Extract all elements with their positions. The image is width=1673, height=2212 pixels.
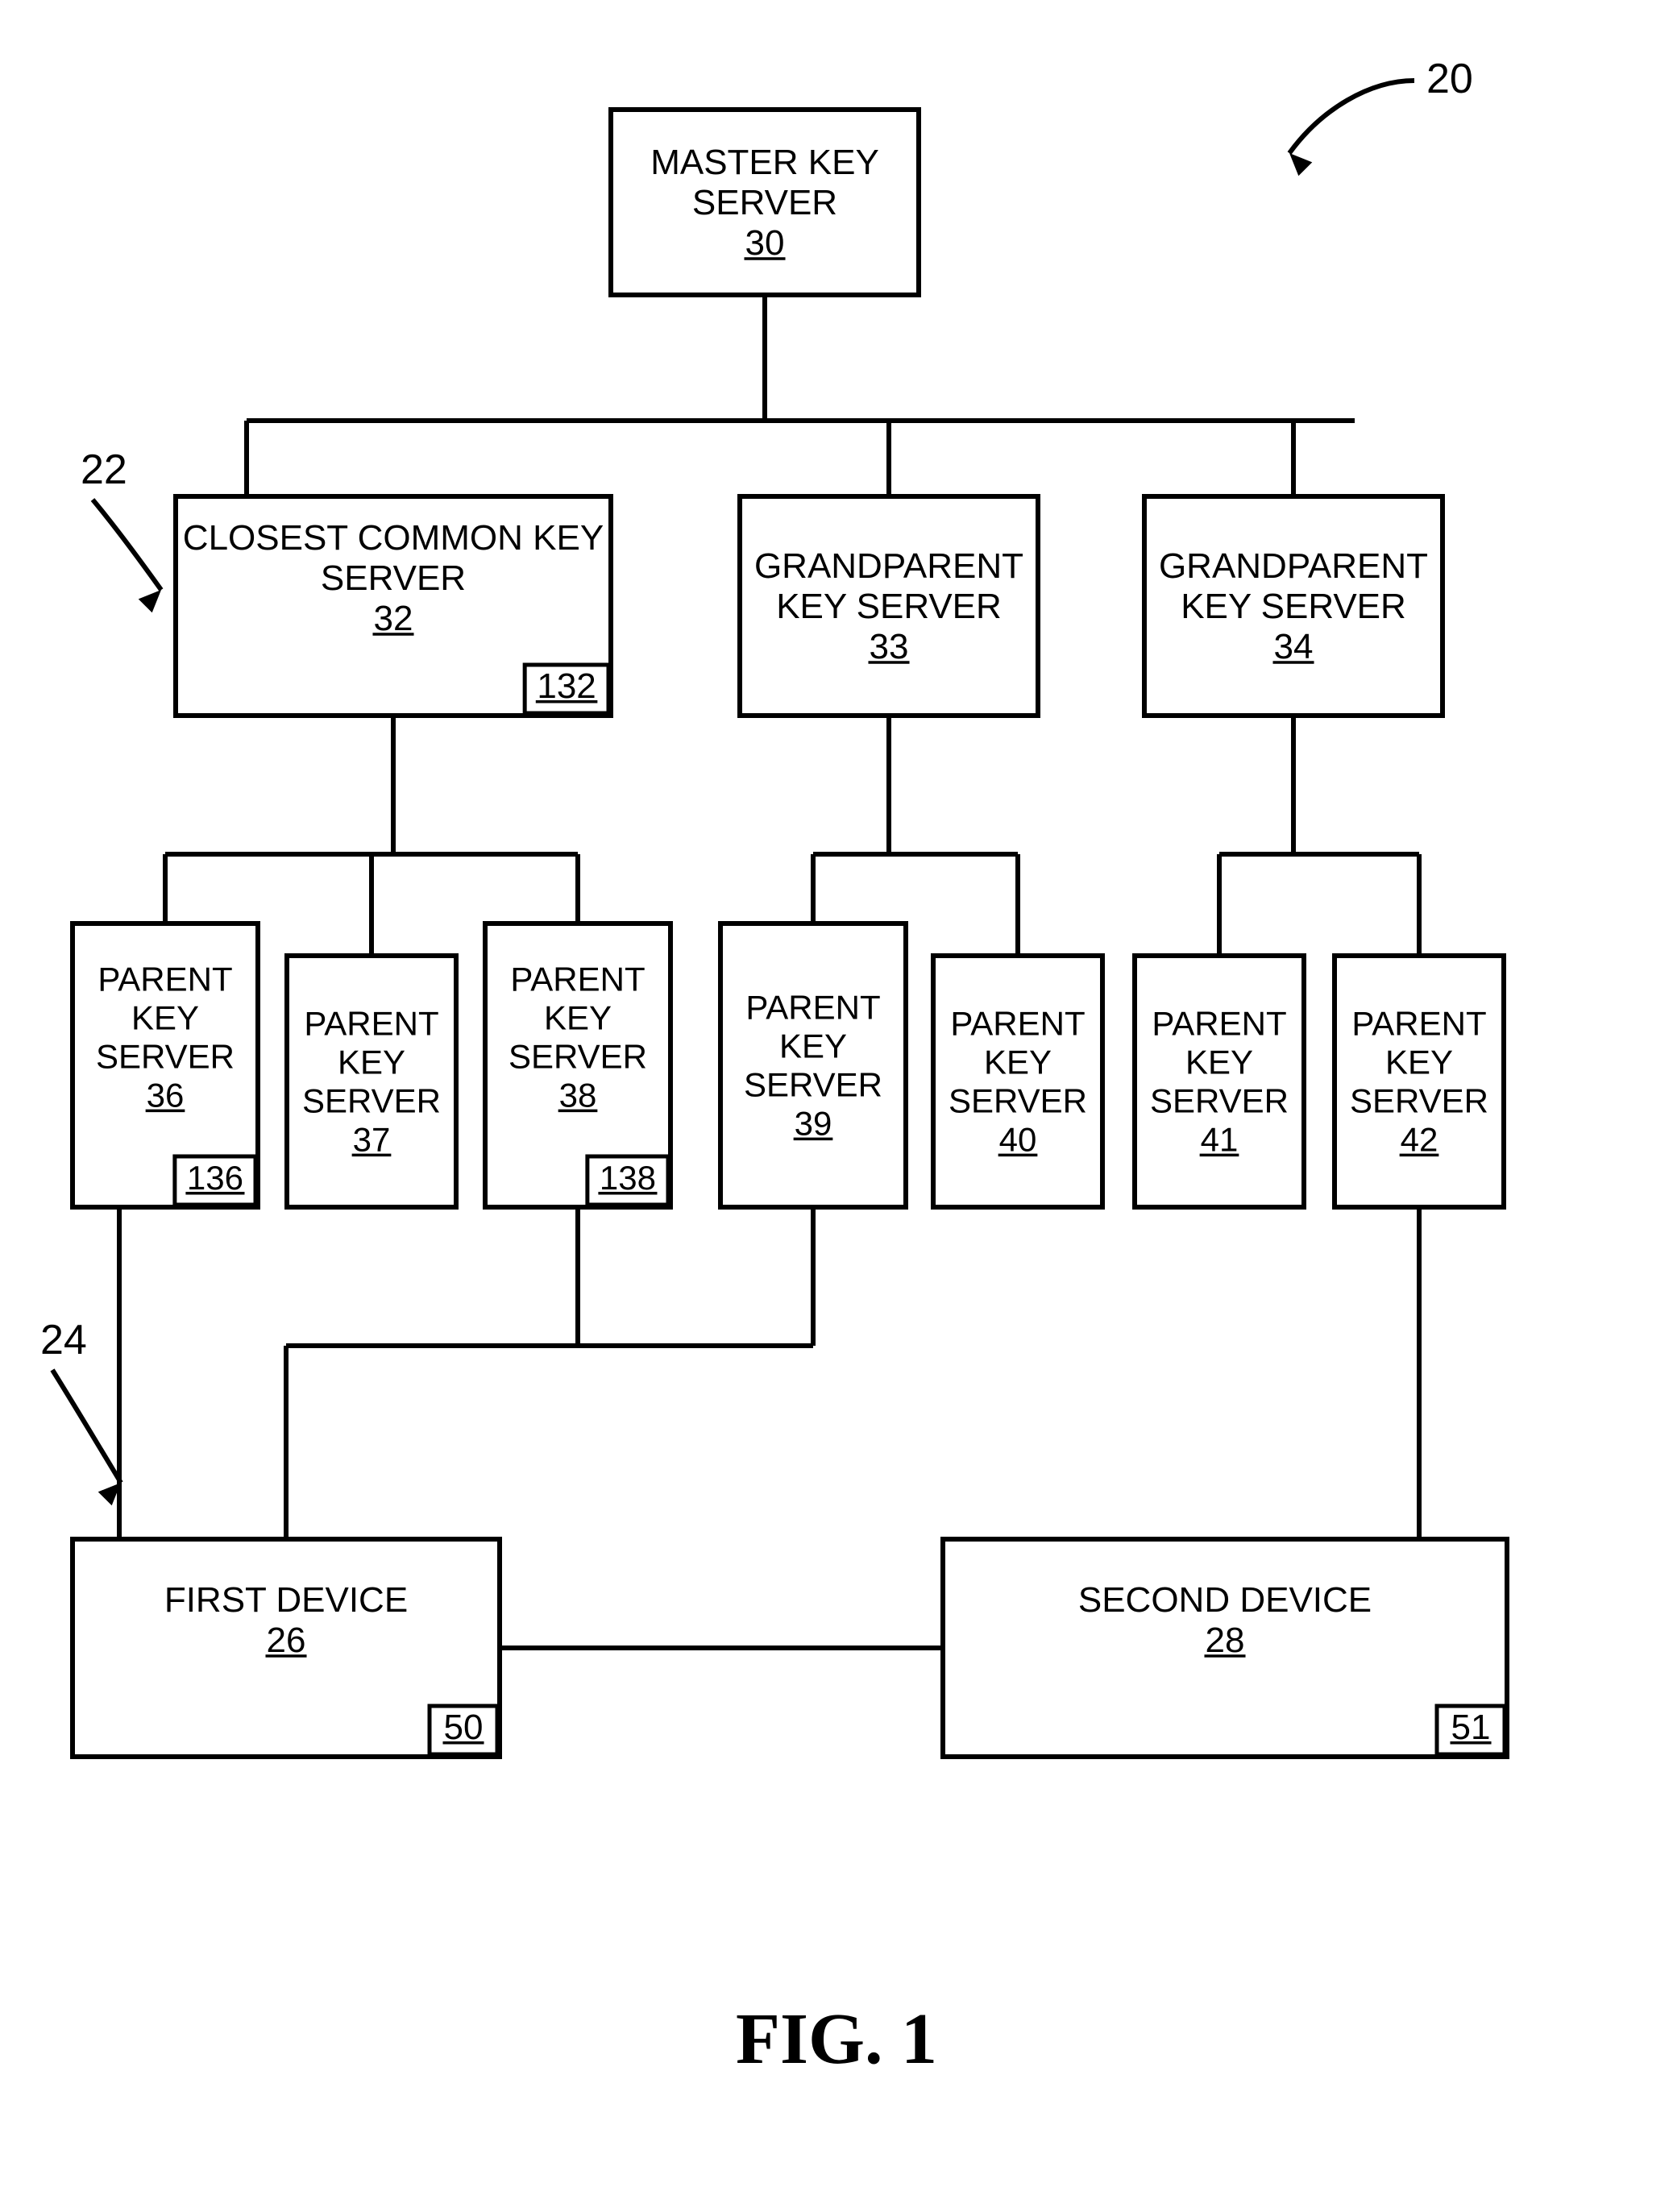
node-ref: 30 [745,223,785,263]
node-subref: 51 [1451,1708,1491,1747]
node-subref: 50 [444,1708,484,1747]
node-ref: 41 [1201,1120,1239,1158]
node-ref: 39 [795,1104,832,1142]
node-label: PARENT [1351,1004,1486,1042]
callout-24: 24 [40,1317,87,1363]
node-ref: 28 [1206,1621,1245,1660]
callout-arrow [93,500,161,590]
node-label: GRANDPARENT [1159,546,1428,586]
node-ref: 33 [870,627,909,666]
node-label: KEY [131,998,199,1036]
node-ref: 37 [353,1120,391,1158]
node-label: SERVER [509,1037,647,1075]
node-label: GRANDPARENT [754,546,1023,586]
node-ref: 42 [1401,1120,1438,1158]
node-label: KEY [544,998,612,1036]
node-label: SERVER [744,1065,882,1103]
node-label: SERVER [949,1081,1087,1119]
node-label: KEY SERVER [776,587,1002,626]
node-label: KEY [779,1027,847,1064]
node-ref: 32 [374,599,413,638]
node-label: SERVER [692,183,837,222]
node-label: MASTER KEY [650,143,879,182]
node-label: PARENT [1152,1004,1286,1042]
node-label: PARENT [745,988,880,1026]
node-label: KEY [1385,1043,1453,1081]
callout-arrow [52,1370,121,1483]
node-ref: 26 [267,1621,306,1660]
node-ref: 38 [559,1076,597,1114]
node-label: SECOND DEVICE [1078,1580,1372,1620]
node-label: SERVER [1150,1081,1289,1119]
node-ref: 34 [1274,627,1314,666]
node-subref: 136 [187,1159,243,1197]
figure-caption: FIG. 1 [736,1999,937,2079]
node-label: PARENT [304,1004,438,1042]
node-label: SERVER [321,558,466,598]
node-label: PARENT [510,960,645,998]
node-ref: 40 [999,1120,1037,1158]
node-label: FIRST DEVICE [164,1580,408,1620]
node-label: CLOSEST COMMON KEY [183,518,604,558]
node-label: PARENT [98,960,232,998]
callout-22: 22 [81,446,127,493]
callout-arrow [1289,81,1414,153]
node-ref: 36 [147,1076,185,1114]
callout-20: 20 [1426,56,1473,102]
node-subref: 138 [600,1159,656,1197]
node-label: KEY [1185,1043,1253,1081]
node-label: SERVER [1350,1081,1488,1119]
node-label: KEY [338,1043,405,1081]
node-subref: 132 [537,666,596,706]
node-label: SERVER [96,1037,235,1075]
node-label: PARENT [950,1004,1085,1042]
node-label: KEY SERVER [1181,587,1406,626]
node-label: SERVER [302,1081,441,1119]
node-label: KEY [984,1043,1052,1081]
